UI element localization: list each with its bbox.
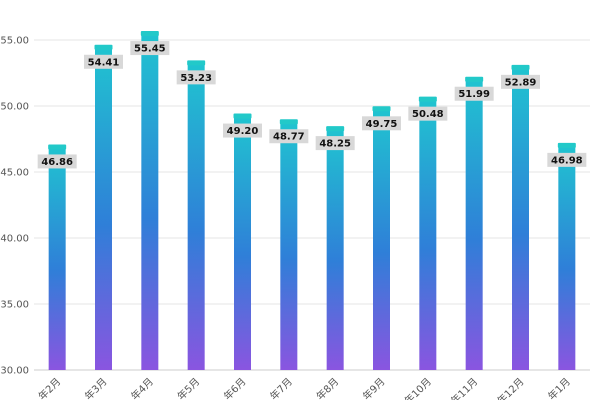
bar-cap bbox=[233, 113, 252, 119]
data-label-bg bbox=[130, 41, 170, 56]
bar bbox=[465, 79, 483, 371]
data-label: 46.98 bbox=[551, 155, 583, 166]
data-label: 49.75 bbox=[366, 119, 398, 130]
y-tick-label: 40.00 bbox=[0, 234, 29, 245]
bar bbox=[280, 122, 298, 371]
data-label: 46.86 bbox=[41, 157, 73, 168]
data-label: 51.99 bbox=[458, 89, 490, 100]
x-tick-label: 年9月 bbox=[360, 375, 388, 400]
data-label-bg bbox=[37, 154, 77, 169]
data-label-bg bbox=[315, 136, 355, 151]
y-tick-label: 45.00 bbox=[0, 168, 29, 179]
bar-cap bbox=[48, 144, 67, 150]
bar-cap bbox=[418, 96, 437, 102]
y-tick-label: 35.00 bbox=[0, 300, 29, 311]
x-tick-label: 年7月 bbox=[267, 375, 295, 400]
bar-cap bbox=[372, 106, 391, 112]
bar-cap bbox=[187, 60, 206, 66]
bar bbox=[141, 34, 159, 371]
bar-cap bbox=[326, 126, 345, 132]
data-label: 48.77 bbox=[273, 132, 305, 143]
bar-cap bbox=[279, 119, 298, 125]
y-tick-label: 30.00 bbox=[0, 366, 29, 377]
data-label: 55.45 bbox=[134, 44, 166, 55]
gridlines bbox=[34, 39, 590, 371]
data-label: 50.48 bbox=[412, 109, 444, 120]
bar-cap bbox=[94, 44, 113, 50]
x-tick-label: 年12月 bbox=[494, 375, 526, 400]
data-label-bg bbox=[501, 74, 540, 89]
x-tick-label: 年10月 bbox=[402, 375, 434, 400]
x-tick-label: 年3月 bbox=[82, 375, 110, 400]
data-labels: 46.86 54.41 55.45 53.23 49.20 48.77 48.25 49.75… bbox=[37, 41, 587, 169]
bar-cap bbox=[140, 31, 159, 37]
bar bbox=[326, 129, 344, 370]
bar-cap bbox=[557, 142, 576, 148]
bar bbox=[95, 47, 112, 371]
data-label-bg bbox=[547, 152, 587, 167]
x-tick-label: 年5月 bbox=[174, 375, 202, 400]
bar-cap bbox=[465, 76, 484, 82]
x-tick-label: 年4月 bbox=[128, 375, 156, 400]
data-label-bg bbox=[454, 86, 494, 101]
bar-cap bbox=[511, 64, 530, 70]
data-label-bg bbox=[408, 106, 448, 121]
bar bbox=[419, 99, 437, 370]
x-tick-label: 年6月 bbox=[221, 375, 249, 400]
bar bbox=[234, 116, 251, 370]
data-label-bg bbox=[362, 116, 401, 131]
x-axis: 年2月 年3月 年4月 年5月 年6月 年7月 年8月 年9月 年10月 年11月 年12月 年1月 bbox=[35, 375, 573, 400]
y-axis: 30.00 35.00 40.00 45.00 50.00 55.00 bbox=[0, 36, 29, 377]
bar bbox=[558, 145, 576, 370]
data-label: 48.25 bbox=[319, 139, 351, 150]
bars bbox=[48, 31, 576, 371]
data-label-bg bbox=[84, 54, 123, 69]
x-tick-label: 年1月 bbox=[545, 375, 573, 400]
data-label-bg bbox=[269, 129, 309, 144]
x-tick-label: 年11月 bbox=[448, 375, 480, 400]
y-tick-label: 50.00 bbox=[0, 102, 29, 113]
x-tick-label: 年8月 bbox=[313, 375, 341, 400]
y-tick-label: 55.00 bbox=[0, 36, 29, 47]
data-label: 53.23 bbox=[180, 73, 212, 84]
bar bbox=[48, 147, 66, 370]
data-label-bg bbox=[176, 70, 216, 85]
data-label: 54.41 bbox=[88, 57, 120, 68]
data-label: 52.89 bbox=[505, 77, 537, 88]
bar bbox=[512, 67, 529, 371]
data-label-bg bbox=[223, 123, 262, 138]
data-label: 49.20 bbox=[227, 126, 259, 137]
bar bbox=[373, 109, 390, 371]
x-tick-label: 年2月 bbox=[35, 375, 63, 400]
bar bbox=[187, 63, 205, 370]
